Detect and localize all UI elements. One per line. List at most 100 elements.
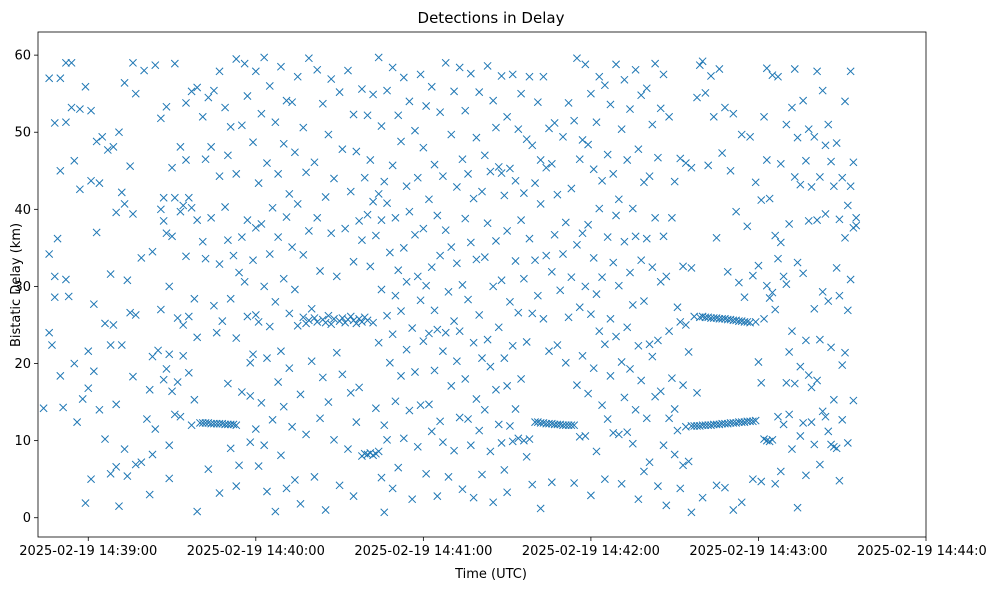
data-point [715, 314, 724, 323]
data-point [215, 67, 224, 76]
data-point [751, 317, 760, 326]
data-point [589, 253, 598, 262]
data-point [388, 484, 397, 493]
data-point [659, 441, 668, 450]
data-point [581, 282, 590, 291]
data-point [492, 123, 500, 132]
data-point [559, 421, 567, 430]
data-point [603, 233, 612, 242]
data-point [788, 445, 796, 454]
y-tick-label: 40 [14, 203, 31, 218]
data-point [762, 156, 771, 164]
data-point [288, 422, 297, 431]
data-point [645, 172, 654, 181]
data-point [536, 156, 545, 164]
data-point [550, 230, 559, 239]
data-point [592, 447, 601, 456]
data-point [676, 484, 685, 493]
data-point [662, 501, 671, 510]
data-point [807, 383, 816, 392]
data-point [243, 312, 252, 321]
data-point [461, 106, 470, 115]
data-point [447, 243, 456, 252]
data-point [179, 351, 188, 360]
data-point [438, 438, 447, 447]
data-point [612, 332, 620, 341]
data-point [801, 471, 810, 480]
data-point [765, 294, 774, 302]
data-point [274, 378, 283, 386]
data-point [290, 475, 299, 484]
data-point [480, 405, 489, 414]
data-point [168, 232, 176, 241]
data-point [109, 321, 118, 329]
data-point [531, 256, 540, 265]
data-point [751, 416, 760, 425]
data-point [600, 475, 609, 484]
data-point [570, 421, 579, 430]
data-point [170, 410, 179, 419]
data-point [321, 506, 330, 514]
data-point [120, 445, 129, 454]
data-point [120, 199, 129, 208]
data-point [681, 159, 690, 168]
data-point [785, 220, 794, 228]
data-point [89, 367, 98, 376]
data-point [285, 189, 294, 198]
y-axis-label: Bistatic Delay (km) [9, 223, 24, 347]
data-point [131, 460, 140, 469]
data-point [201, 155, 210, 164]
data-point [670, 450, 679, 459]
data-point [782, 120, 791, 129]
data-point [813, 376, 822, 385]
data-point [399, 434, 408, 443]
data-point [662, 272, 671, 281]
data-point [408, 495, 417, 504]
data-point [592, 118, 601, 127]
data-point [159, 193, 168, 202]
x-tick-label: 2025-02-19 14:42:00 [522, 544, 660, 559]
data-point [433, 325, 442, 334]
data-point [584, 389, 593, 398]
data-point [578, 229, 587, 238]
data-point [796, 362, 805, 371]
data-point [87, 176, 96, 185]
data-point [254, 317, 263, 326]
data-point [843, 438, 852, 447]
data-point [472, 255, 481, 264]
data-point [494, 420, 503, 429]
data-point [653, 336, 662, 345]
data-point [204, 93, 213, 102]
data-point [452, 357, 461, 366]
data-point [126, 308, 135, 317]
data-point [148, 247, 157, 256]
data-point [729, 506, 738, 514]
data-point [648, 263, 657, 272]
data-point [282, 96, 291, 105]
data-point [276, 451, 285, 460]
data-point [232, 55, 241, 63]
data-point [45, 74, 54, 83]
data-point [109, 142, 118, 151]
data-point [852, 221, 861, 230]
data-point [279, 139, 288, 148]
data-point [536, 504, 545, 513]
data-point [564, 421, 573, 430]
data-point [760, 314, 768, 323]
data-point [237, 388, 246, 397]
data-point [402, 345, 411, 354]
data-point [374, 338, 383, 347]
data-point [687, 422, 696, 430]
data-point [413, 442, 422, 451]
data-point [310, 158, 319, 167]
data-point [843, 201, 852, 210]
data-point [84, 347, 93, 356]
data-point [640, 297, 648, 306]
data-point [743, 417, 752, 426]
data-point [344, 445, 352, 454]
data-point [237, 233, 246, 242]
data-point [39, 404, 48, 413]
data-point [648, 120, 657, 129]
data-point [75, 105, 84, 114]
data-point [168, 163, 176, 172]
